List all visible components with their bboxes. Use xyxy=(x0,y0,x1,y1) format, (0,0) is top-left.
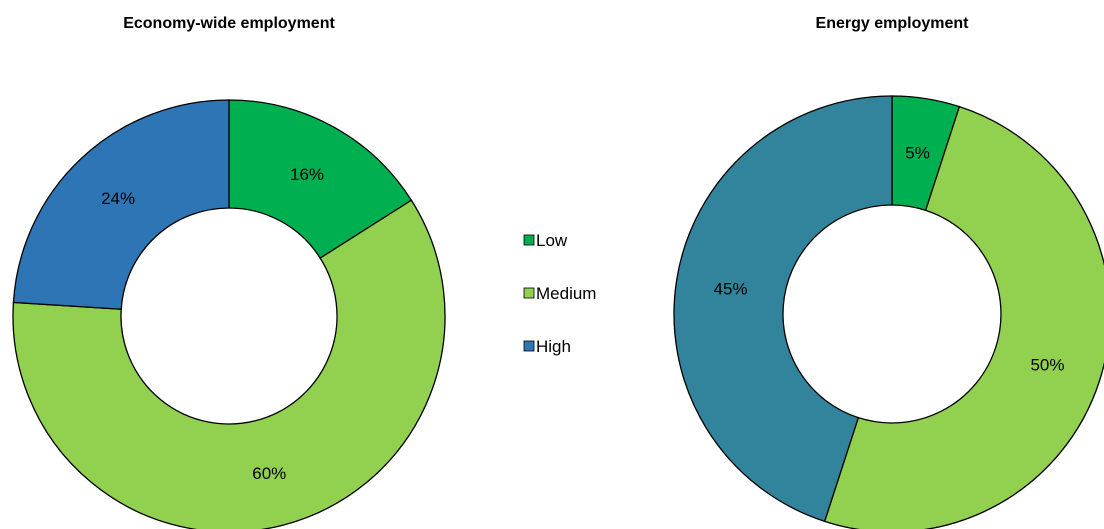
chart-title: Economy-wide employment xyxy=(123,15,335,32)
legend-item-low: Low xyxy=(523,231,568,250)
economy-wide-donut-chart: Economy-wide employment 16% 60% 24% xyxy=(12,15,446,529)
slice-label-medium: 60% xyxy=(252,464,286,483)
slice-labels: 16% 60% 24% xyxy=(101,165,324,483)
slice-label-high: 45% xyxy=(713,279,747,298)
legend-label-high: High xyxy=(536,337,571,356)
slice-label-medium: 50% xyxy=(1030,356,1064,375)
donut-slice-medium xyxy=(823,105,1104,529)
legend-swatch-high xyxy=(523,340,535,352)
donut-slices xyxy=(673,95,1104,529)
donut-slice-high xyxy=(12,99,230,310)
slice-label-low: 5% xyxy=(905,144,930,163)
legend: Low Medium High xyxy=(523,231,596,356)
legend-label-medium: Medium xyxy=(536,284,596,303)
donut-slice-high xyxy=(673,95,893,523)
legend-swatch-medium xyxy=(523,287,535,299)
slice-label-low: 16% xyxy=(290,165,324,184)
donut-slice-medium xyxy=(12,199,446,529)
slice-labels: 5% 50% 45% xyxy=(713,144,1064,375)
chart-title: Energy employment xyxy=(816,15,970,32)
legend-swatch-low xyxy=(523,234,535,246)
donut-slice-low xyxy=(228,99,413,260)
legend-item-high: High xyxy=(523,337,571,356)
donut-slices xyxy=(12,99,446,529)
slice-label-high: 24% xyxy=(101,189,135,208)
legend-label-low: Low xyxy=(536,231,568,250)
legend-item-medium: Medium xyxy=(523,284,596,303)
energy-donut-chart: Energy employment 5% 50% 45% xyxy=(673,15,1104,529)
